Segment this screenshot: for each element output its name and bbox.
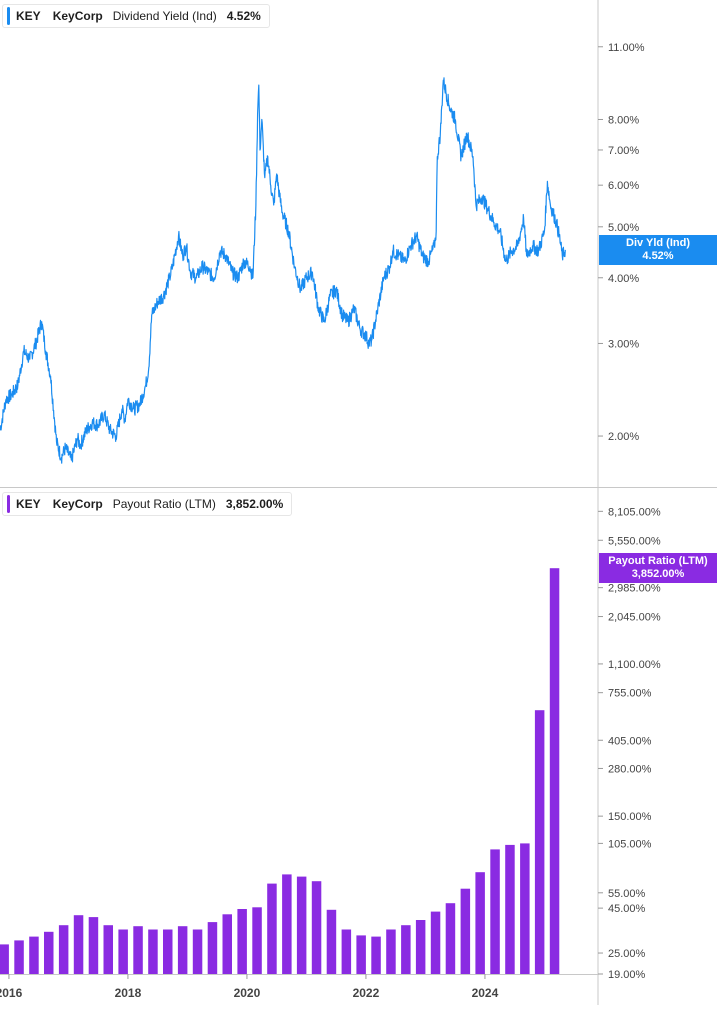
- legend-ticker: KEY: [16, 497, 41, 511]
- legend-ticker: KEY: [16, 9, 41, 23]
- payout-bar: [177, 926, 188, 974]
- payout-bar: [58, 925, 69, 974]
- x-tick-label: 2016: [0, 986, 23, 1000]
- payout-bar: [549, 568, 560, 974]
- payout-bar: [88, 917, 99, 974]
- y-tick-label: 25.00%: [608, 948, 646, 960]
- y-tick-label: 755.00%: [608, 688, 652, 700]
- y-tick-label: 3.00%: [608, 338, 639, 350]
- payout-bar: [267, 883, 277, 974]
- dividend-yield-panel: [0, 77, 566, 464]
- payout-bar: [341, 929, 352, 974]
- payout-bar: [520, 843, 530, 974]
- payout-bar: [237, 909, 247, 974]
- payout-bar: [445, 903, 456, 974]
- y-tick-label: 19.00%: [608, 969, 646, 981]
- y-tick-label: 1,100.00%: [608, 659, 661, 671]
- payout-bar: [326, 909, 337, 974]
- last-value-flag-yield: Div Yld (Ind) 4.52%: [599, 234, 717, 265]
- legend-color-swatch: [7, 495, 10, 513]
- payout-bar: [430, 911, 441, 974]
- x-tick-label: 2022: [353, 986, 380, 1000]
- legend-value: 3,852.00%: [225, 497, 284, 511]
- payout-ratio-panel: [0, 568, 560, 974]
- last-value-flag-payout: Payout Ratio (LTM) 3,852.00%: [599, 553, 717, 584]
- payout-bar: [460, 888, 471, 974]
- payout-bar: [505, 844, 515, 974]
- y-tick-label: 45.00%: [608, 903, 646, 915]
- payout-bar: [207, 922, 218, 974]
- legend-dividend-yield: KEY KeyCorp Dividend Yield (Ind) 4.52%: [2, 4, 270, 28]
- payout-bar: [0, 944, 9, 974]
- payout-bar: [490, 849, 500, 974]
- y-tick-label: 6.00%: [608, 180, 639, 192]
- y-tick-label: 55.00%: [608, 888, 646, 900]
- y-tick-label: 7.00%: [608, 145, 639, 157]
- payout-bar: [371, 936, 381, 974]
- payout-bar: [29, 936, 39, 974]
- legend-company: KeyCorp: [52, 497, 103, 511]
- payout-bar: [311, 881, 322, 974]
- y-tick-label: 4.00%: [608, 273, 639, 285]
- y-tick-label: 150.00%: [608, 811, 652, 823]
- x-tick-label: 2024: [472, 986, 499, 1000]
- payout-bar: [73, 915, 84, 974]
- flag-value: 3,852.00%: [631, 568, 685, 581]
- legend-color-swatch: [7, 7, 10, 25]
- flag-label: Div Yld (Ind): [626, 236, 690, 249]
- y-tick-label: 2,985.00%: [608, 583, 661, 595]
- flag-value: 4.52%: [642, 249, 674, 262]
- x-tick-label: 2020: [234, 986, 261, 1000]
- legend-payout-ratio: KEY KeyCorp Payout Ratio (LTM) 3,852.00%: [2, 492, 293, 516]
- y-tick-label: 8,105.00%: [608, 506, 661, 518]
- y-tick-label: 5,550.00%: [608, 535, 661, 547]
- x-tick-label: 2018: [115, 986, 142, 1000]
- payout-bar: [356, 935, 366, 974]
- payout-bar: [192, 929, 203, 974]
- y-tick-label: 280.00%: [608, 763, 652, 775]
- payout-bar: [163, 929, 173, 974]
- payout-bar: [386, 929, 396, 974]
- legend-metric: Payout Ratio (LTM): [112, 497, 216, 511]
- payout-bar: [222, 914, 232, 974]
- y-tick-label: 11.00%: [608, 42, 645, 54]
- dividend-yield-line: [0, 77, 566, 464]
- y-tick-label: 2,045.00%: [608, 612, 661, 624]
- payout-bar: [534, 710, 545, 974]
- y-tick-label: 105.00%: [608, 838, 652, 850]
- payout-bar: [475, 872, 485, 974]
- payout-bar: [44, 931, 54, 974]
- payout-bar: [133, 926, 143, 974]
- payout-bar: [282, 874, 292, 974]
- y-tick-label: 5.00%: [608, 222, 639, 234]
- payout-bar: [148, 929, 158, 974]
- payout-bar: [415, 920, 426, 974]
- y-tick-label: 2.00%: [608, 431, 639, 443]
- payout-bar: [401, 925, 411, 974]
- payout-bar: [252, 907, 262, 974]
- payout-bar: [103, 925, 113, 974]
- legend-company: KeyCorp: [52, 9, 103, 23]
- legend-metric: Dividend Yield (Ind): [112, 9, 217, 23]
- y-tick-label: 405.00%: [608, 735, 652, 747]
- payout-bar: [14, 940, 24, 974]
- legend-value: 4.52%: [226, 9, 261, 23]
- payout-bar: [296, 876, 307, 974]
- flag-label: Payout Ratio (LTM): [608, 555, 708, 568]
- y-tick-label: 8.00%: [608, 114, 639, 126]
- payout-bar: [118, 929, 128, 974]
